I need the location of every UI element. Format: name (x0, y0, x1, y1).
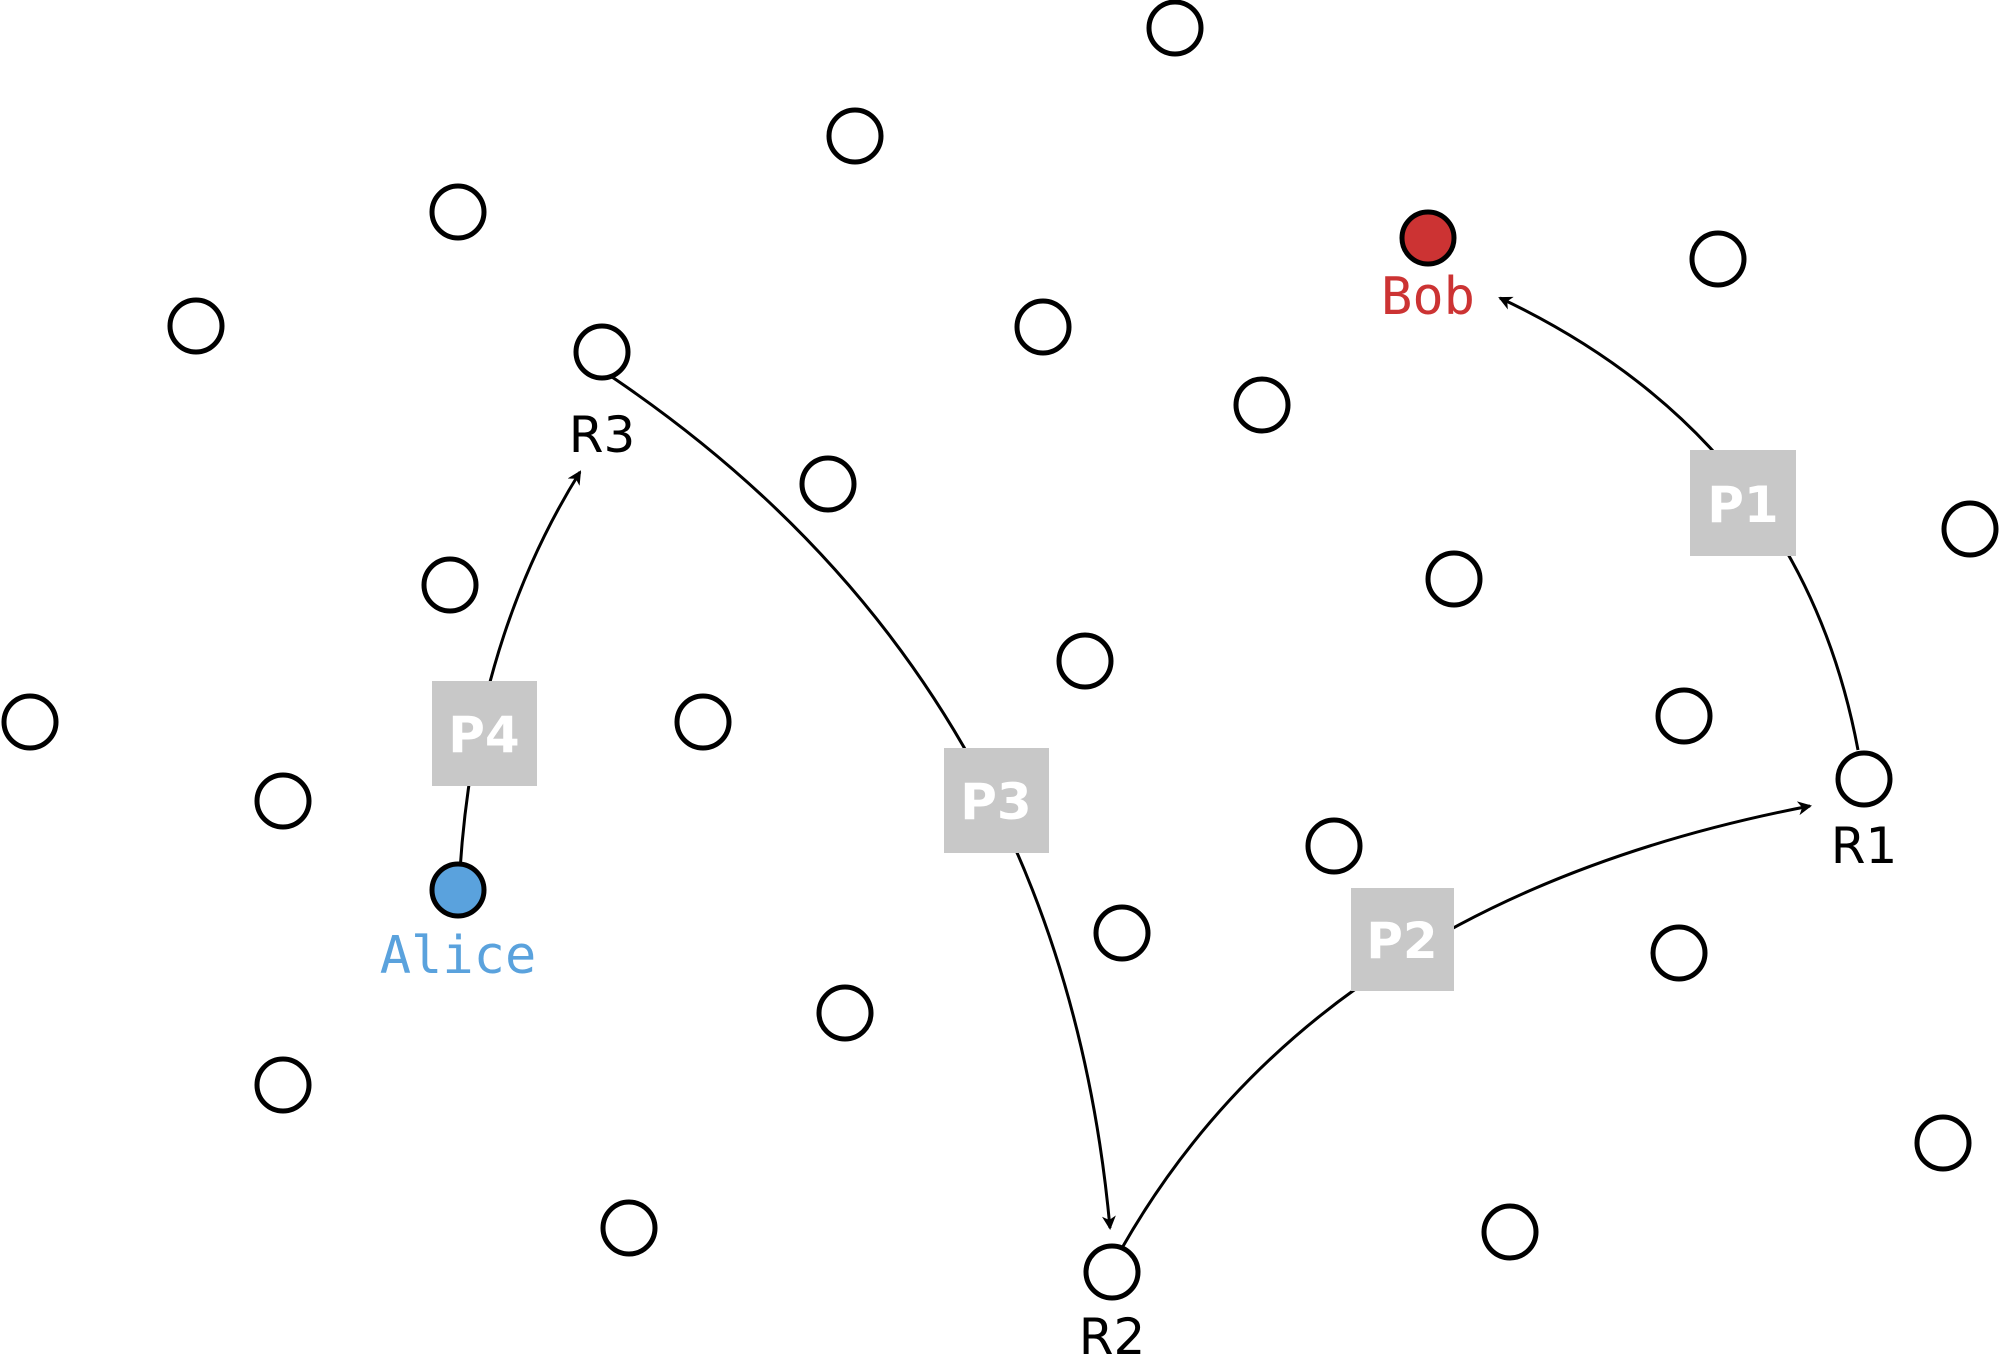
alice-node (429, 861, 487, 919)
node (1146, 0, 1204, 57)
node (1, 693, 59, 751)
bob-node (1399, 209, 1457, 267)
node (1914, 1114, 1972, 1172)
relay-r2-node (1083, 1243, 1141, 1301)
node (1650, 924, 1708, 982)
node (1425, 550, 1483, 608)
node (254, 772, 312, 830)
node (421, 556, 479, 614)
relay-r1-label: R1 (1831, 817, 1898, 875)
relay-r3-label: R3 (569, 406, 636, 464)
node (1233, 376, 1291, 434)
path-box-p3: P3 (944, 748, 1049, 853)
node (816, 984, 874, 1042)
path-label-p3: P3 (960, 773, 1031, 831)
node (1014, 298, 1072, 356)
path-box-p1: P1 (1690, 450, 1796, 556)
edge-p2 (1120, 801, 1812, 1249)
edge-p4 (458, 470, 582, 871)
node (1689, 230, 1747, 288)
edge-p1 (1498, 296, 1860, 751)
node (674, 693, 732, 751)
node (1941, 500, 1999, 558)
node (1305, 817, 1363, 875)
node (1056, 632, 1114, 690)
relay-r2-label: R2 (1079, 1308, 1146, 1366)
node (254, 1056, 312, 1114)
edge-p3 (611, 375, 1116, 1230)
node (799, 455, 857, 513)
path-label-p1: P1 (1707, 476, 1778, 534)
relay-r1-node (1835, 750, 1893, 808)
path-label-p2: P2 (1366, 912, 1437, 970)
node (826, 107, 884, 165)
node (1093, 904, 1151, 962)
path-box-p4: P4 (432, 681, 537, 786)
node (600, 1199, 658, 1257)
node (1655, 687, 1713, 745)
path-box-p2: P2 (1351, 888, 1454, 991)
node (429, 183, 487, 241)
path-label-p4: P4 (448, 706, 519, 764)
node (1481, 1203, 1539, 1261)
node (167, 297, 225, 355)
background-nodes (1, 0, 1999, 1261)
bob-label: Bob (1381, 267, 1475, 327)
alice-label: Alice (380, 926, 537, 986)
relay-r3-node (573, 323, 631, 381)
